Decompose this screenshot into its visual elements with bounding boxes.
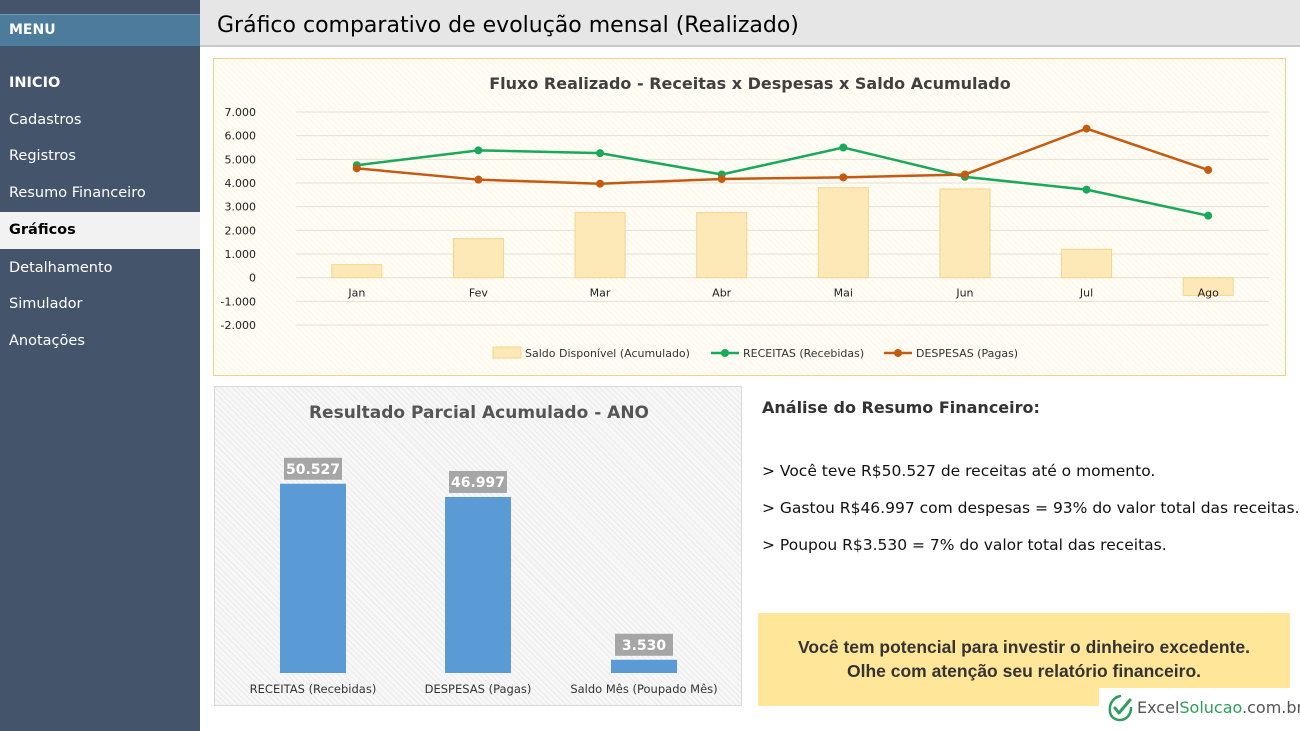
bar-saldo [611,659,677,673]
monthly-flow-chart-svg: Fluxo Realizado - Receitas x Despesas x … [221,74,1269,360]
sidebar-item-anotacoes[interactable]: Anotações [9,333,85,349]
legend-marker-receitas [721,349,729,357]
y-tick-label: 2.000 [225,224,257,237]
data-label-bg [449,470,507,493]
x-tick-label: Jul [1079,287,1093,300]
tip-line-1: Você tem potencial para investir o dinhe… [798,637,1250,657]
point-receitas [596,149,605,158]
y-tick-label: 1.000 [225,248,257,261]
x-tick-label: Jan [347,287,365,300]
point-despesas [1082,124,1091,133]
data-label-bg [615,633,673,656]
data-label: 3.530 [622,638,667,654]
point-receitas [1204,211,1213,220]
bar-saldo-jan [331,264,383,279]
data-label: 50.527 [286,462,340,478]
point-despesas [596,179,605,188]
legend-label-receitas: RECEITAS (Recebidas) [743,347,864,360]
x-tick-label: Mar [590,287,611,300]
analysis-line-receitas: > Você teve R$50.527 de receitas até o m… [762,462,1156,480]
x-tick-label: RECEITAS (Recebidas) [250,682,377,696]
sidebar-item-detalhamento[interactable]: Detalhamento [9,260,113,276]
point-receitas [839,143,848,152]
menu-header: MENU [0,14,200,47]
brand-suffix: .com.br [1242,698,1300,717]
bar-saldo-jun [939,188,991,279]
bar-saldo-jul [1061,248,1113,279]
chart-title: Fluxo Realizado - Receitas x Despesas x … [489,74,1011,93]
point-despesas [960,170,969,179]
bar-saldo-ago [1182,277,1234,296]
x-tick-label: Saldo Mês (Poupado Mês) [570,682,717,696]
y-tick-label: 3.000 [225,201,257,214]
page-header: Gráfico comparativo de evolução mensal (… [200,0,1300,47]
brand-logo: ExcelSolucao.com.br [1099,688,1300,731]
sidebar: MENU INICIO Cadastros Registros Resumo F… [0,0,200,731]
line-despesas [356,127,1209,185]
point-despesas [839,173,848,182]
bar-saldo-mar [574,212,626,279]
annual-result-chart: Resultado Parcial Acumulado - ANO 50.527 R… [214,386,742,706]
x-tick-label: Abr [712,287,732,300]
line-receitas [356,146,1209,217]
y-tick-label: -1.000 [221,295,256,308]
sidebar-item-registros[interactable]: Registros [9,148,76,164]
bar-saldo-fev [452,238,504,279]
y-tick-label: 4.000 [225,177,257,190]
annual-result-chart-svg: Resultado Parcial Acumulado - ANO 50.527 R… [250,403,718,696]
brand-highlight: Solucao [1179,698,1243,717]
sidebar-item-resumo-financeiro[interactable]: Resumo Financeiro [9,185,146,201]
x-tick-label: Ago [1198,287,1220,300]
y-tick-label: 5.000 [225,153,257,166]
bar-saldo-mai [817,187,869,279]
sidebar-item-simulador[interactable]: Simulador [9,296,83,312]
brand-prefix: Excel [1137,698,1180,717]
bar-despesas [445,496,511,673]
y-tick-label: 0 [249,272,256,285]
point-despesas [717,174,726,183]
x-tick-label: Jun [955,287,973,300]
point-receitas [1082,185,1091,194]
check-leaf-icon [1108,694,1133,722]
bar-receitas [280,483,346,673]
legend-label-despesas: DESPESAS (Pagas) [916,347,1018,360]
data-label: 46.997 [451,475,505,491]
analysis-line-poupou: > Poupou R$3.530 = 7% do valor total das… [762,536,1167,554]
brand-text: ExcelSolucao.com.br [1137,698,1300,717]
page-title: Gráfico comparativo de evolução mensal (… [217,13,799,38]
y-tick-label: 7.000 [225,106,257,119]
x-tick-label: Mai [834,287,853,300]
monthly-flow-chart: Fluxo Realizado - Receitas x Despesas x … [213,58,1286,376]
point-despesas [352,164,361,173]
legend-marker-despesas [894,349,902,357]
sidebar-item-inicio[interactable]: INICIO [9,75,61,91]
analysis-line-despesas: > Gastou R$46.997 com despesas = 93% do … [762,499,1300,517]
x-tick-label: DESPESAS (Pagas) [425,682,532,696]
legend-label-saldo: Saldo Disponível (Acumulado) [525,347,690,360]
investment-tip-box: Você tem potencial para investir o dinhe… [758,613,1290,706]
sidebar-item-cadastros[interactable]: Cadastros [9,112,82,128]
y-tick-label: -2.000 [221,319,256,332]
bar-saldo-abr [696,212,748,279]
x-tick-label: Fev [469,287,488,300]
tip-line-2: Olhe com atenção seu relatório financeir… [847,661,1201,681]
point-despesas [474,175,483,184]
legend-swatch-saldo [492,346,522,359]
data-label-bg [284,457,342,480]
point-despesas [1204,165,1213,174]
analysis-title: Análise do Resumo Financeiro: [762,398,1040,417]
sidebar-item-graficos[interactable]: Gráficos [0,212,200,249]
y-tick-label: 6.000 [225,130,257,143]
point-receitas [474,146,483,155]
chart-title: Resultado Parcial Acumulado - ANO [309,403,649,423]
